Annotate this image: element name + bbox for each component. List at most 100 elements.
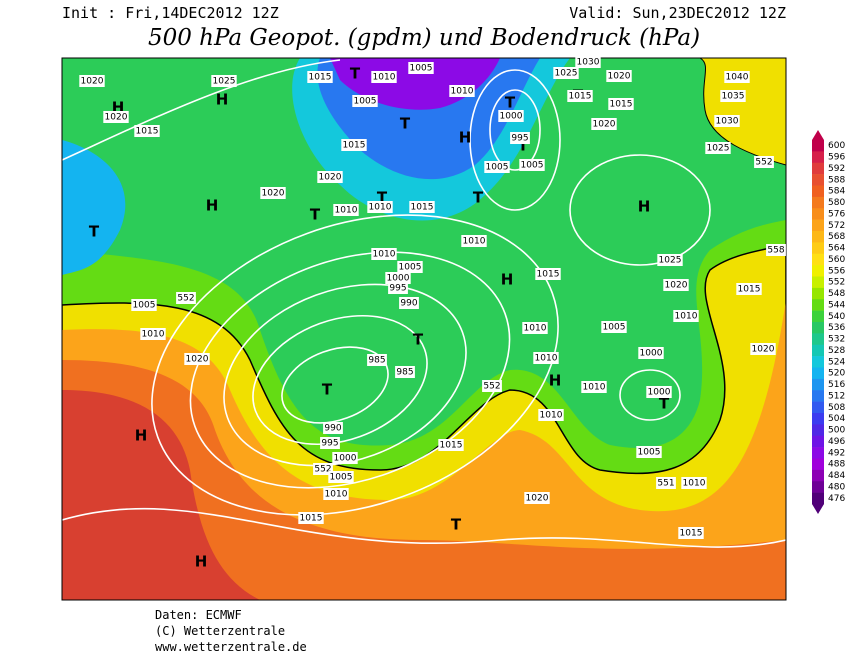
pressure-center: T (659, 395, 670, 413)
isobar-label-box (591, 118, 617, 130)
colorbar-swatch (812, 219, 824, 232)
isobar-label-box (553, 67, 579, 79)
colorbar-swatch (812, 140, 824, 152)
isobar-label-box (673, 310, 699, 322)
pressure-center: H (195, 553, 208, 571)
isobar-label: 1010 (675, 312, 698, 322)
isobar-label-box (606, 70, 632, 82)
valid-time: Valid: Sun,23DEC2012 12Z (569, 4, 786, 22)
pressure-center: H (216, 91, 229, 109)
colorbar-swatch (812, 265, 824, 277)
isobar-label-box (211, 75, 237, 87)
isobar-label: 1005 (486, 163, 509, 173)
isobar-label-box (328, 471, 354, 483)
isobar-label-box (766, 244, 786, 256)
isobar-label-box (601, 321, 627, 333)
isobar-label-box (367, 354, 387, 366)
colorbar-swatch (812, 458, 824, 471)
pressure-center: T (518, 137, 529, 155)
isobar-label: 1015 (309, 73, 332, 83)
isobar-label-box (575, 56, 601, 68)
isobar-label: 1010 (142, 330, 165, 340)
isobar-label-box (608, 98, 634, 110)
colorbar-label: 588 (828, 175, 845, 185)
isobar-label: 1015 (610, 100, 633, 110)
isobar-label: 1015 (569, 92, 592, 102)
colorbar-swatch (812, 424, 824, 437)
isobar-label-box (656, 477, 676, 489)
colorbar-label: 560 (828, 255, 845, 265)
isobar-label-box (79, 75, 105, 87)
isobar-label: 995 (321, 439, 338, 449)
isobar-label: 1010 (683, 479, 706, 489)
isobar-label: 1025 (555, 69, 578, 79)
colorbar-label: 512 (828, 391, 845, 401)
colorbar-swatch (812, 231, 824, 243)
isobar-label: 1015 (300, 514, 323, 524)
colorbar-swatch (812, 322, 824, 334)
colorbar-label: 488 (828, 460, 845, 470)
isobar-label: 552 (177, 294, 194, 304)
colorbar-label: 520 (828, 369, 845, 379)
isobar-label-box (663, 279, 689, 291)
isobar-label-box (323, 422, 343, 434)
pressure-center: T (451, 516, 462, 534)
isobar-label-box (367, 201, 393, 213)
map-title: 500 hPa Geopot. (gpdm) und Bodendruck (h… (148, 25, 700, 51)
isobar-label-box (484, 161, 510, 173)
isobar-label-box (397, 261, 423, 273)
colorbar-label: 564 (828, 244, 845, 254)
isobar-label: 1000 (387, 274, 410, 284)
isobar-label: 1010 (451, 87, 474, 97)
isobar-label-box (567, 90, 593, 102)
isobar-label-box (399, 297, 419, 309)
pressure-center: H (549, 372, 562, 390)
isobar-label: 1025 (659, 256, 682, 266)
isobar-label-box (636, 446, 662, 458)
isobar-label: 985 (368, 356, 385, 366)
isobar-label: 1020 (186, 355, 209, 365)
colorbar-label: 576 (828, 209, 845, 219)
colorbar-label: 580 (828, 198, 845, 208)
isobar-label-box (134, 125, 160, 137)
isobar-label: 1005 (399, 263, 422, 273)
isobar-label-box (341, 139, 367, 151)
colorbar-swatch (812, 174, 824, 186)
isobar-label: 1010 (325, 490, 348, 500)
colorbar-swatch (812, 356, 824, 368)
isobar-label: 1005 (521, 161, 544, 171)
pressure-center: H (459, 129, 472, 147)
pressure-center: T (413, 331, 424, 349)
colorbar-swatch (812, 435, 824, 448)
colorbar-swatch (812, 390, 824, 402)
red-orange-region (62, 360, 786, 600)
isobar-label: 1005 (638, 448, 661, 458)
isobar-label: 1020 (665, 281, 688, 291)
colorbar-label: 572 (828, 221, 845, 231)
isobar-label: 1035 (722, 92, 745, 102)
isobar-label: 995 (511, 134, 528, 144)
isobar-label: 1005 (133, 301, 156, 311)
colorbar-label: 548 (828, 289, 845, 299)
colorbar-swatch (812, 276, 824, 289)
isobar-label-box (681, 477, 707, 489)
isobar-label: 558 (767, 246, 784, 256)
colorbar-label: 552 (828, 278, 845, 288)
isobar-label-box (646, 386, 672, 398)
isobar-label: 552 (755, 158, 772, 168)
isobar-label-box (535, 268, 561, 280)
colorbar-label: 476 (828, 494, 845, 504)
colorbar-label: 496 (828, 437, 845, 447)
isobar-label: 1015 (440, 441, 463, 451)
isobar-label: 1020 (262, 189, 285, 199)
colorbar-swatch (812, 253, 824, 266)
colorbar-label: 592 (828, 164, 845, 174)
isobar-label: 1000 (640, 349, 663, 359)
isobar-label: 990 (400, 299, 417, 309)
colorbar-label: 516 (828, 380, 845, 390)
isobar-label: 552 (483, 382, 500, 392)
isobar-label-box (371, 71, 397, 83)
colorbar-label: 528 (828, 346, 845, 356)
isobar-label-box (461, 235, 487, 247)
